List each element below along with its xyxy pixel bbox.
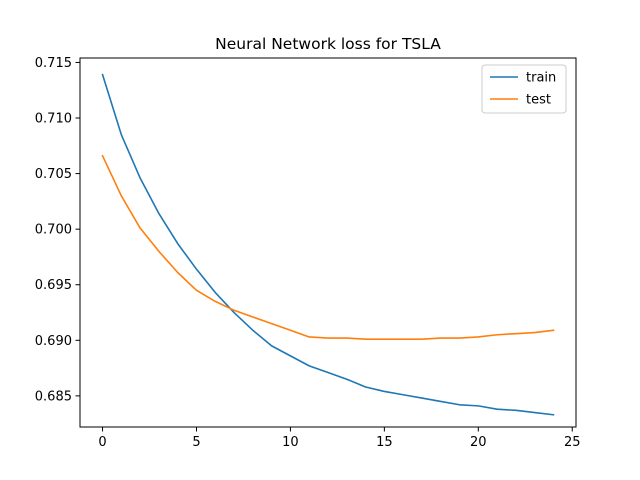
series-layer: [101, 73, 555, 416]
chart-title: Neural Network loss for TSLA: [215, 35, 441, 53]
plot-frame: [79, 57, 577, 428]
x-tick-label: 10: [282, 435, 299, 450]
series-line-train: [101, 73, 555, 416]
y-tick-label: 0.705: [35, 167, 72, 182]
y-tick-label: 0.710: [35, 112, 72, 127]
x-tick-label: 20: [470, 435, 487, 450]
series-line-test: [101, 154, 555, 341]
y-tick-label: 0.695: [35, 278, 72, 293]
y-tick-label: 0.685: [35, 389, 72, 404]
y-tick-label: 0.690: [35, 334, 72, 349]
axis-ticks: 0 5 10 15 20 25 0.685 0.690 0.695 0.700 0.705 0.710…: [35, 56, 581, 450]
x-tick-label: 25: [564, 435, 581, 450]
legend-label-test: test: [526, 93, 551, 108]
y-tick-label: 0.715: [35, 56, 72, 71]
x-tick-label: 0: [98, 435, 106, 450]
y-tick-label: 0.700: [35, 223, 72, 238]
x-tick-label: 15: [376, 435, 393, 450]
x-tick-label: 5: [192, 435, 200, 450]
legend-label-train: train: [526, 71, 556, 86]
legend: train test: [481, 64, 567, 114]
